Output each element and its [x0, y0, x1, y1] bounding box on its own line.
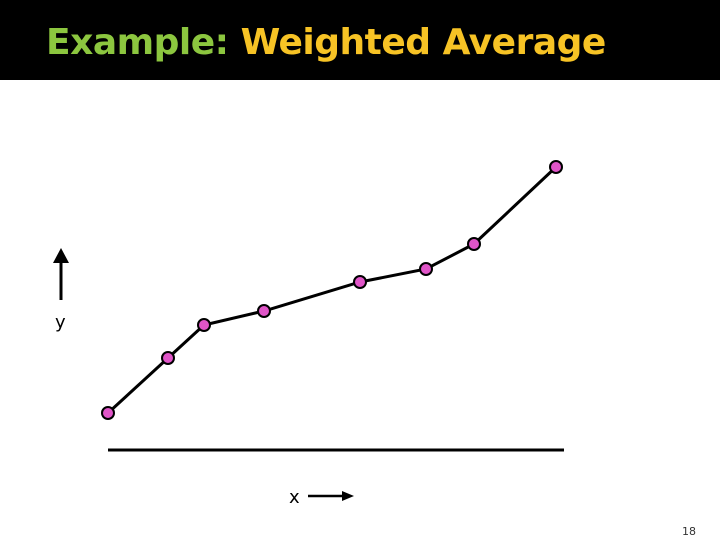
y-axis-label: y [55, 312, 66, 333]
title-example: Example: [46, 22, 229, 63]
data-point [419, 262, 433, 276]
arrow-right-icon [308, 491, 354, 501]
title-bar [0, 0, 720, 80]
data-point [197, 318, 211, 332]
slide-number: 18 [682, 525, 696, 538]
title-weighted-average: Weighted Average [240, 22, 607, 63]
data-point [353, 275, 367, 289]
data-points [101, 160, 563, 420]
data-point [257, 304, 271, 318]
data-point [161, 351, 175, 365]
arrow-up-icon [53, 248, 69, 300]
data-curve [106, 165, 558, 415]
slide-title: Example: Weighted Average [46, 22, 606, 63]
data-point [101, 406, 115, 420]
x-axis-label: x [289, 487, 300, 508]
data-point [549, 160, 563, 174]
data-point [467, 237, 481, 251]
